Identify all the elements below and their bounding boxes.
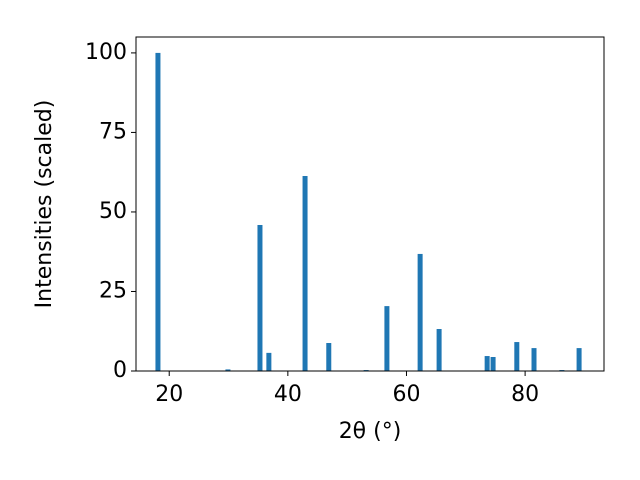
bar [417,253,423,371]
bar [326,343,332,371]
bar [266,352,272,371]
y-axis-label: Intensities (scaled) [32,100,57,309]
y-tick-label: 100 [85,40,127,65]
bar [225,369,231,371]
y-tick-label: 75 [99,119,127,144]
y-tick-label: 50 [99,199,127,224]
bar [514,342,520,371]
bar [155,52,161,372]
bar [576,348,582,371]
x-tick-label: 60 [392,382,420,407]
x-tick-label: 80 [511,382,539,407]
bar [531,348,537,371]
bar [484,356,490,371]
y-tick-label: 25 [99,278,127,303]
y-tick-label: 0 [113,358,127,383]
x-axis-label: 2θ (°) [339,419,402,444]
bar [490,357,496,371]
bar [436,329,442,371]
x-tick-label: 40 [274,382,302,407]
x-tick-label: 20 [155,382,183,407]
bar [384,306,390,371]
bar [302,176,308,371]
plot-frame [135,36,605,372]
bar [257,224,263,371]
